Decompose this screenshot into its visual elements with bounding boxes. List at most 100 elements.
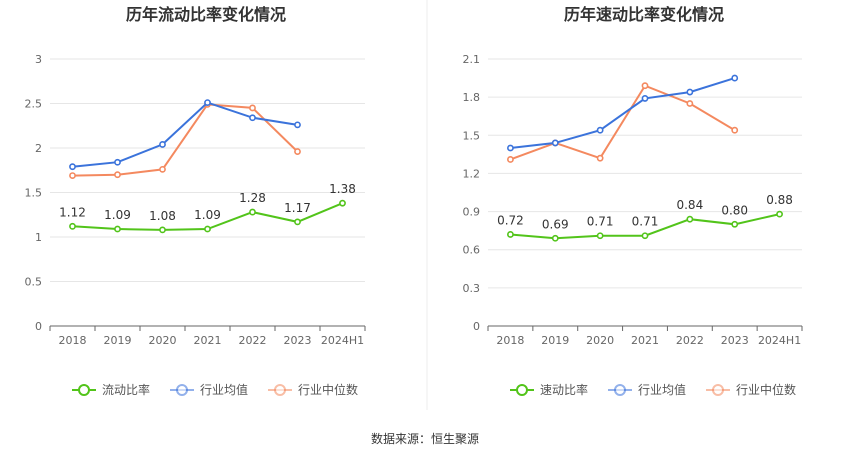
source-text: 数据来源：恒生聚源: [371, 431, 479, 446]
data-point-industry_median: [507, 156, 514, 163]
x-tick-label: 2022: [239, 334, 267, 347]
data-point-industry_median: [249, 104, 256, 112]
legend-label-company: 流动比率: [102, 382, 150, 397]
data-label: 0.88: [766, 193, 793, 207]
data-point-industry_avg: [641, 95, 649, 102]
data-label: 1.08: [149, 209, 176, 223]
data-point-company: [686, 215, 694, 223]
data-label: 1.38: [329, 182, 356, 196]
data-point-industry_avg: [596, 126, 604, 134]
legend-marker-industry_median: [274, 384, 286, 396]
chart-panel-2: 历年速动比率变化情况 0 0.3 0.6 0.9 1.2 1.5 1.8 2.1 2018 2019…: [463, 5, 803, 397]
y-tick-label: 1.5: [463, 129, 481, 142]
y-tick-label: 1: [35, 231, 42, 244]
y-tick-label: 2.5: [25, 98, 43, 111]
data-label: 0.72: [497, 213, 524, 227]
data-label: 0.69: [542, 217, 569, 231]
legend-label-company: 速动比率: [540, 382, 588, 397]
series-line-industry_median: [72, 103, 299, 177]
y-tick-label: 1.8: [463, 91, 481, 104]
legend-label-industry_median: 行业中位数: [298, 382, 358, 397]
x-tick-label: 2024H1: [321, 334, 364, 347]
series-line-industry_avg: [510, 77, 735, 149]
data-point-company: [294, 218, 301, 226]
legend-label-industry_avg: 行业均值: [638, 382, 686, 397]
chart-title: 历年流动比率变化情况: [126, 5, 286, 24]
chart-panel-1: 历年流动比率变化情况 0 0.5 1 1.5 2 2.5 3 2018 2019 2020 2021 2…: [25, 5, 366, 397]
data-label: 0.71: [632, 215, 659, 229]
legend-label-industry_avg: 行业均值: [200, 382, 248, 397]
data-point-company: [339, 199, 346, 207]
legend-marker-company: [78, 384, 90, 396]
y-tick-label: 1.5: [25, 187, 43, 200]
legend-label-industry_median: 行业中位数: [736, 382, 796, 397]
data-point-company: [507, 231, 514, 238]
data-point-company: [69, 222, 76, 230]
data-point-industry_median: [596, 154, 604, 162]
x-tick-label: 2020: [586, 334, 614, 347]
data-point-industry_median: [114, 171, 121, 179]
data-point-industry_avg: [551, 139, 559, 147]
x-tick-label: 2020: [149, 334, 177, 347]
legend-marker-industry_avg: [176, 384, 188, 396]
data-point-company: [249, 208, 256, 216]
legend: 速动比率 行业均值 行业中位数: [510, 382, 796, 397]
data-point-industry_avg: [114, 158, 121, 166]
x-tick-label: 2021: [631, 334, 659, 347]
data-point-industry_avg: [507, 144, 514, 152]
data-point-industry_median: [159, 165, 166, 173]
data-point-company: [596, 232, 604, 240]
chart-title: 历年速动比率变化情况: [564, 5, 724, 24]
data-point-industry_avg: [159, 141, 166, 148]
data-label: 1.17: [284, 201, 311, 215]
series-line-industry_median: [510, 84, 736, 161]
x-tick-label: 2019: [541, 334, 569, 347]
y-tick-label: 0.9: [463, 206, 481, 219]
data-label: 0.71: [587, 215, 614, 229]
data-point-industry_median: [294, 148, 301, 155]
y-tick-label: 2.1: [463, 53, 481, 66]
x-tick-label: 2022: [676, 334, 704, 347]
x-tick-label: 2023: [284, 334, 312, 347]
y-tick-label: 0: [473, 320, 480, 333]
data-label: 0.84: [676, 198, 703, 212]
y-tick-label: 0: [35, 320, 42, 333]
data-label: 1.12: [59, 205, 86, 219]
data-point-industry_avg: [686, 88, 694, 96]
x-tick-label: 2024H1: [758, 334, 801, 347]
data-point-company: [204, 225, 211, 233]
y-tick-label: 3: [35, 53, 42, 66]
data-point-company: [159, 226, 166, 234]
data-point-company: [114, 225, 121, 233]
y-tick-label: 0.5: [25, 276, 43, 289]
data-label: 1.09: [194, 208, 221, 222]
data-point-industry_median: [69, 172, 76, 179]
data-point-industry_avg: [294, 121, 301, 129]
data-point-industry_median: [686, 100, 694, 107]
x-tick-label: 2018: [496, 334, 524, 347]
data-point-company: [776, 210, 783, 218]
y-tick-label: 1.2: [463, 167, 481, 180]
data-point-industry_median: [731, 126, 739, 134]
data-point-industry_avg: [249, 114, 256, 122]
data-label: 1.28: [239, 191, 266, 205]
x-tick-label: 2021: [194, 334, 222, 347]
legend-marker-company: [516, 384, 528, 396]
x-tick-label: 2019: [104, 334, 132, 347]
x-tick-label: 2023: [721, 334, 749, 347]
legend-marker-industry_avg: [614, 384, 626, 396]
legend: 流动比率 行业均值 行业中位数: [72, 382, 358, 397]
data-label: 0.80: [721, 203, 748, 217]
legend-marker-industry_median: [712, 384, 724, 396]
data-point-company: [731, 220, 739, 228]
y-tick-label: 2: [35, 142, 42, 155]
data-point-company: [551, 234, 559, 242]
data-point-industry_avg: [204, 99, 211, 107]
data-label: 1.09: [104, 208, 131, 222]
data-point-industry_avg: [731, 74, 739, 82]
y-tick-label: 0.6: [463, 244, 481, 257]
data-point-industry_avg: [69, 163, 76, 171]
data-point-industry_median: [641, 82, 649, 90]
data-point-company: [641, 232, 649, 240]
